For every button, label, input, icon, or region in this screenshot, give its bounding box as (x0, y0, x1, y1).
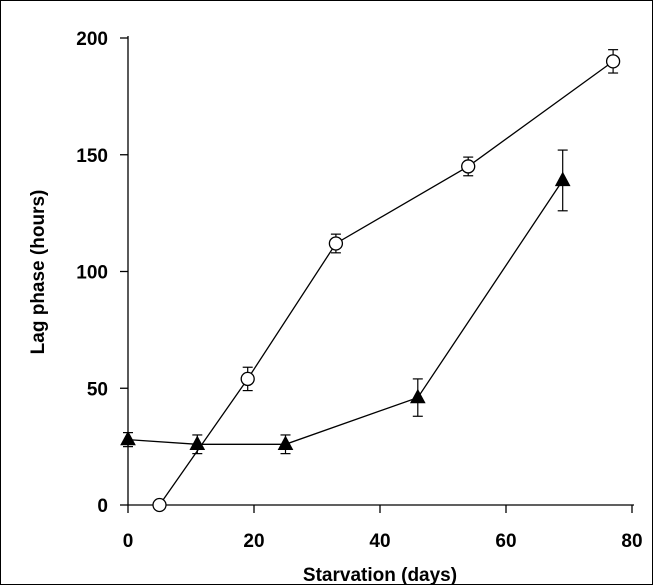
data-point-triangle (189, 435, 206, 450)
y-axis-title: Lag phase (hours) (28, 190, 49, 355)
data-point-triangle (554, 171, 571, 187)
data-point-circle (461, 159, 476, 174)
series-line (127, 180, 564, 445)
data-point-triangle (409, 388, 426, 404)
series-layer (120, 49, 621, 513)
x-axis-title: Starvation (days) (303, 565, 457, 585)
data-point-triangle (277, 435, 294, 450)
y-tick-label: 150 (76, 146, 108, 167)
series-open-circle (152, 49, 621, 513)
x-tick-label: 80 (621, 531, 642, 552)
y-tick-label: 200 (76, 29, 108, 50)
series-filled-triangle (120, 149, 571, 455)
y-tick-label: 100 (76, 263, 108, 284)
x-tick-label: 60 (495, 531, 516, 552)
series-line (158, 60, 614, 506)
x-tick-label: 20 (243, 531, 264, 552)
data-point-circle (240, 371, 255, 387)
x-tick-label: 40 (369, 531, 390, 552)
data-point-circle (328, 236, 344, 251)
data-point-circle (605, 54, 621, 69)
y-tick-label: 50 (87, 379, 108, 400)
x-tick-label: 0 (123, 531, 134, 552)
data-point-triangle (120, 430, 136, 446)
data-point-circle (152, 497, 167, 513)
y-tick-label: 0 (97, 496, 108, 517)
axes: 0 50 100 150 200 0 20 40 60 80 (76, 29, 642, 552)
